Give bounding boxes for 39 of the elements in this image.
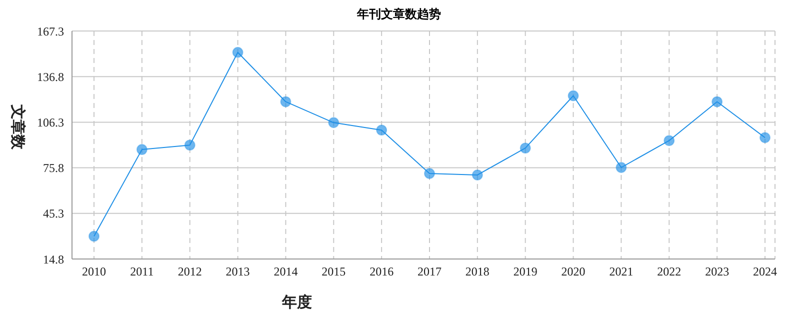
- point: [136, 144, 148, 156]
- point: [568, 90, 579, 102]
- point: [472, 169, 483, 180]
- x-tick-label: 2022: [657, 264, 682, 279]
- x-axis-title: 年度: [281, 293, 312, 311]
- y-tick-label: 75.8: [43, 161, 64, 176]
- x-tick-label: 2012: [178, 264, 202, 279]
- y-tick-label: 136.8: [37, 70, 64, 84]
- y-tick-label: 106.3: [37, 115, 64, 130]
- point: [232, 46, 244, 58]
- point: [616, 162, 627, 173]
- x-tick-label: 2021: [609, 264, 634, 279]
- x-tick-label: 2023: [705, 264, 730, 279]
- x-tick-label: 2018: [465, 264, 490, 279]
- point: [280, 96, 292, 108]
- x-tick-label: 2011: [130, 264, 154, 279]
- x-tick-label: 2024: [753, 264, 777, 279]
- y-tick-label: 167.3: [37, 24, 64, 38]
- point: [664, 135, 675, 146]
- point: [712, 96, 723, 108]
- x-tick-label: 2016: [370, 264, 394, 279]
- point: [88, 230, 100, 242]
- x-tick-label: 2015: [322, 264, 346, 279]
- y-axis-title: 文章数: [9, 104, 27, 150]
- y-tick-label: 14.8: [43, 252, 64, 266]
- x-tick-label: 2014: [274, 264, 298, 279]
- point: [376, 124, 388, 136]
- x-tick-label: 2010: [82, 264, 106, 279]
- y-tick-label: 45.3: [43, 206, 64, 221]
- x-tick-label: 2019: [513, 264, 538, 279]
- point: [328, 117, 340, 128]
- point: [184, 140, 196, 151]
- point: [424, 168, 435, 179]
- x-tick-label: 2017: [418, 264, 442, 279]
- point: [520, 142, 531, 154]
- x-tick-label: 2020: [561, 264, 586, 279]
- x-tick-label: 2013: [226, 264, 250, 279]
- point: [760, 132, 770, 144]
- chart-title: 年刊文章数趋势: [356, 6, 442, 23]
